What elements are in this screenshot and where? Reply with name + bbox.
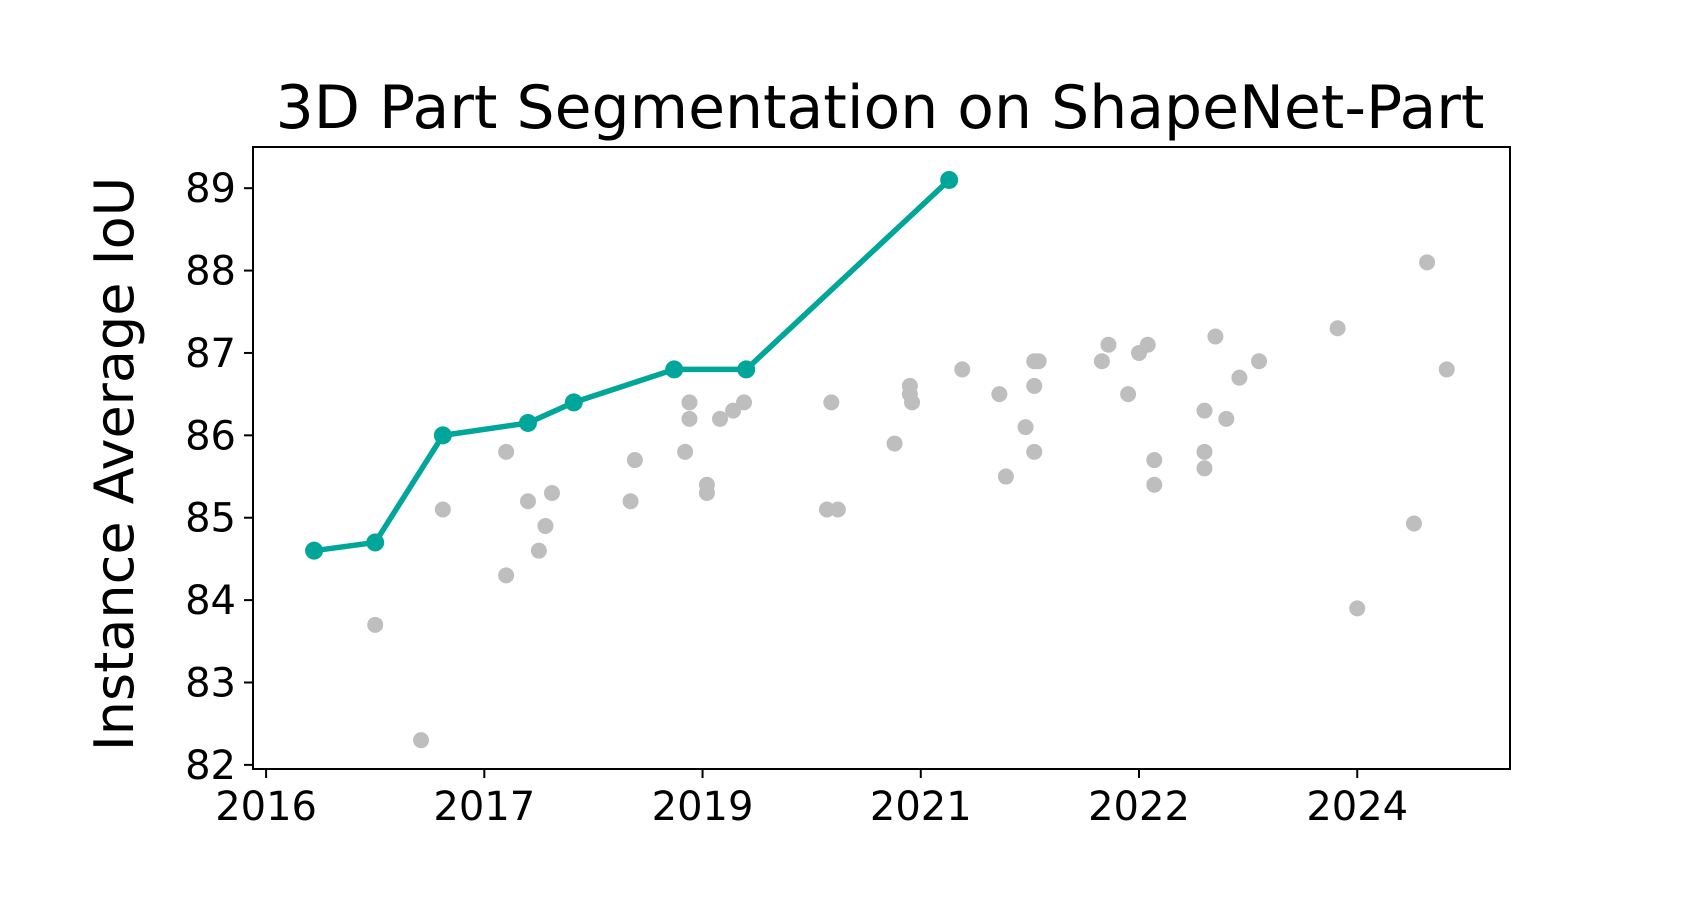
y-tick-label: 82 xyxy=(185,743,236,789)
y-tick-label: 84 xyxy=(185,578,236,624)
other-method-point xyxy=(1329,320,1346,337)
y-tick-label: 86 xyxy=(185,413,236,459)
x-tick-label: 2022 xyxy=(1088,784,1190,830)
other-method-point xyxy=(1030,353,1047,370)
other-method-point xyxy=(626,452,643,469)
x-tick-label: 2016 xyxy=(215,784,317,830)
other-method-point xyxy=(498,443,515,460)
sota-point xyxy=(564,393,583,412)
other-method-point xyxy=(823,394,840,411)
sota-point xyxy=(737,360,756,379)
other-method-point xyxy=(681,394,698,411)
other-method-point xyxy=(677,443,694,460)
other-method-point xyxy=(954,361,971,378)
y-tick-label: 87 xyxy=(185,331,236,377)
sota-point xyxy=(665,360,684,379)
other-method-point xyxy=(725,402,742,419)
other-method-point xyxy=(712,410,729,427)
x-tick-label: 2017 xyxy=(433,784,535,830)
other-method-point xyxy=(1146,452,1163,469)
other-method-point xyxy=(829,501,846,518)
other-method-point xyxy=(1196,443,1213,460)
other-method-point xyxy=(1026,443,1043,460)
sota-series-line xyxy=(311,177,952,554)
other-method-point xyxy=(1100,336,1117,353)
other-method-point xyxy=(886,435,903,452)
other-method-point xyxy=(543,485,560,502)
other-method-point xyxy=(1120,386,1137,403)
sota-point xyxy=(366,533,385,552)
other-method-point xyxy=(901,377,918,394)
other-method-point xyxy=(997,468,1014,485)
other-method-point xyxy=(1438,361,1455,378)
other-method-point xyxy=(519,493,536,510)
y-tick-label: 83 xyxy=(185,660,236,706)
other-method-point xyxy=(1349,600,1366,617)
sota-point xyxy=(433,426,452,445)
sota-point xyxy=(940,170,959,189)
other-method-point xyxy=(622,493,639,510)
other-method-point xyxy=(1218,410,1235,427)
plot-frame xyxy=(252,146,1511,770)
other-method-point xyxy=(681,410,698,427)
other-method-point xyxy=(1405,515,1422,532)
other-method-point xyxy=(1419,254,1436,271)
other-method-point xyxy=(1196,402,1213,419)
x-tick-label: 2021 xyxy=(870,784,972,830)
other-method-point xyxy=(1017,419,1034,436)
other-method-point xyxy=(991,386,1008,403)
other-method-point xyxy=(904,394,921,411)
x-tick-label: 2024 xyxy=(1306,784,1408,830)
other-method-point xyxy=(413,732,430,749)
other-method-point xyxy=(537,517,554,534)
other-method-point xyxy=(1231,369,1248,386)
other-method-point xyxy=(736,394,753,411)
sota-point xyxy=(305,541,324,560)
other-method-point xyxy=(698,485,715,502)
other-method-point xyxy=(1251,353,1268,370)
other-method-point xyxy=(1093,353,1110,370)
y-tick-label: 88 xyxy=(185,249,236,295)
other-method-point xyxy=(1207,328,1224,345)
other-method-point xyxy=(1146,476,1163,493)
plot-area: 82 83 84 85 86 87 88 89 2016 2017 2019 2021 2022 2024 xyxy=(185,166,1455,830)
other-method-point xyxy=(1139,336,1156,353)
y-axis-label: Instance Average IoU xyxy=(83,177,146,751)
other-method-point xyxy=(1026,377,1043,394)
x-tick-label: 2019 xyxy=(652,784,754,830)
y-tick-label: 89 xyxy=(185,166,236,212)
other-method-point xyxy=(1196,460,1213,477)
sota-point xyxy=(518,413,537,432)
other-method-point xyxy=(434,501,451,518)
other-method-point xyxy=(530,542,547,559)
chart-title: 3D Part Segmentation on ShapeNet-Part xyxy=(276,73,1485,143)
y-tick-label: 85 xyxy=(185,496,236,542)
other-method-point xyxy=(498,567,515,584)
other-method-point xyxy=(367,616,384,633)
